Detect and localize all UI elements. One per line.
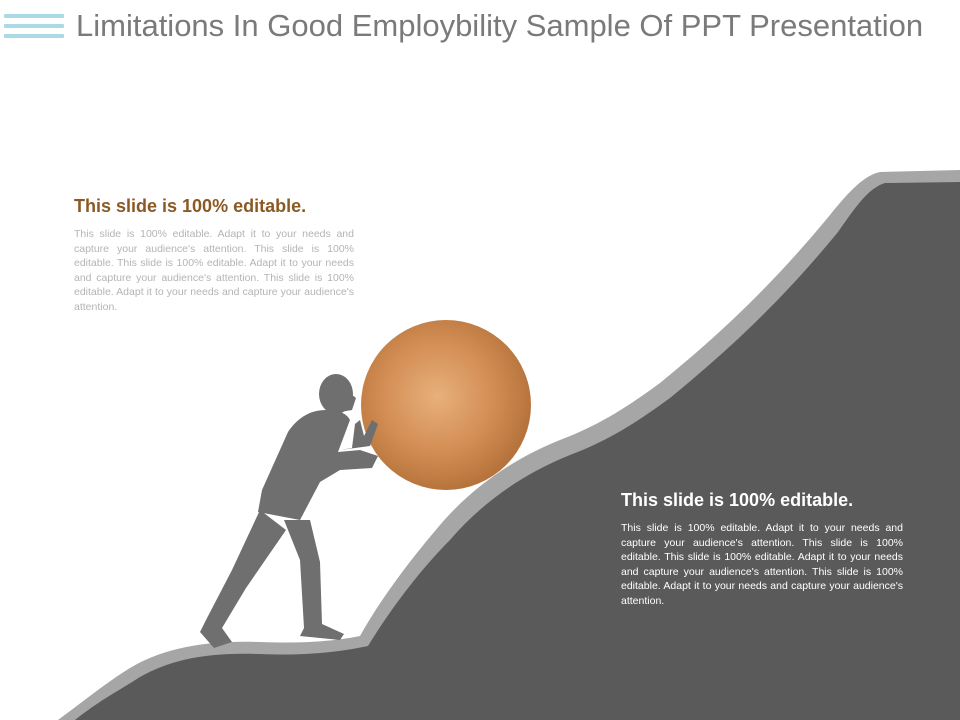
text-block-left: This slide is 100% editable. This slide … [74, 196, 354, 315]
boulder [361, 320, 531, 490]
block-heading: This slide is 100% editable. [74, 196, 307, 216]
block-body: This slide is 100% editable. Adapt it to… [74, 228, 354, 313]
hill [75, 182, 960, 720]
block-heading: This slide is 100% editable. [621, 490, 854, 510]
text-block-right: This slide is 100% editable. This slide … [621, 490, 903, 609]
block-body: This slide is 100% editable. Adapt it to… [621, 522, 903, 607]
hamburger-menu-icon [4, 14, 64, 44]
slide-title: Limitations In Good Employbility Sample … [76, 8, 924, 43]
man-pushing-figure [200, 374, 378, 648]
